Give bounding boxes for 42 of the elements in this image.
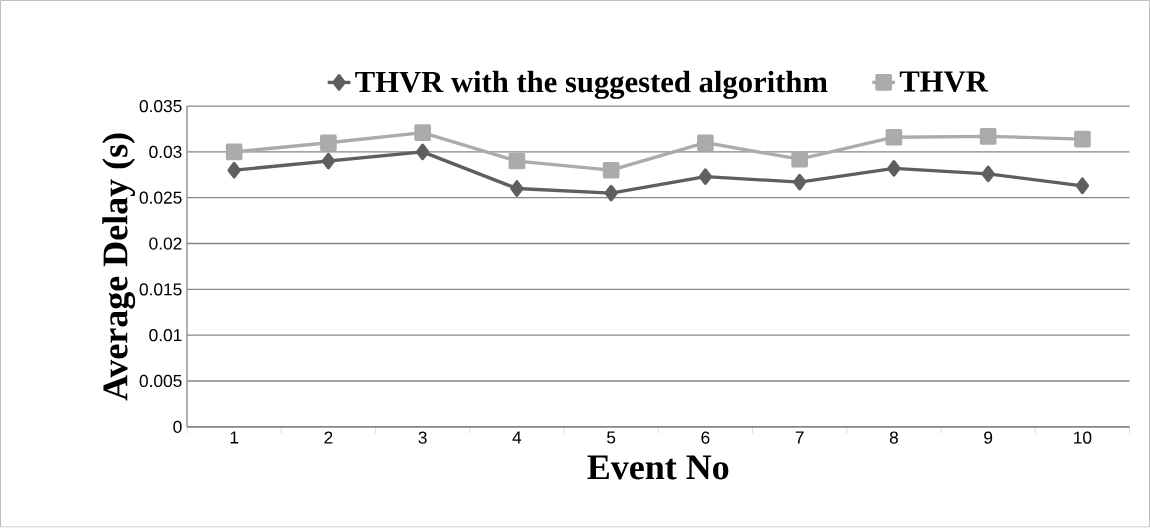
point xyxy=(320,134,337,152)
y-tick-label: 0.02 xyxy=(149,237,182,250)
y-tick-label: 0.025 xyxy=(139,191,182,205)
point xyxy=(791,151,808,168)
x-tick-label: 3 xyxy=(418,431,427,444)
y-tick-label: 0.035 xyxy=(139,100,182,113)
y-tick-label: 0.01 xyxy=(149,329,182,342)
x-tick-label: 9 xyxy=(984,431,993,444)
point xyxy=(604,185,618,202)
x-axis-title: Event No xyxy=(587,455,729,480)
point xyxy=(885,129,903,146)
y-tick-label: 0.005 xyxy=(139,375,182,388)
x-tick-label: 6 xyxy=(701,431,710,444)
x-tick-label: 10 xyxy=(1074,431,1092,444)
y-tick-label: 0 xyxy=(173,420,182,434)
point xyxy=(1074,130,1091,148)
legend-label: THVR xyxy=(899,71,989,93)
point xyxy=(414,124,431,142)
point xyxy=(227,162,241,179)
y-tick-label: 0.015 xyxy=(139,283,182,296)
x-tick-label: 8 xyxy=(889,431,898,444)
point xyxy=(979,128,997,145)
x-tick-label: 2 xyxy=(324,431,333,444)
point xyxy=(792,174,807,191)
x-tick-label: 4 xyxy=(512,431,522,444)
point xyxy=(887,160,901,177)
point xyxy=(697,134,714,152)
point xyxy=(321,152,336,170)
point xyxy=(508,152,526,170)
point xyxy=(225,143,243,161)
x-tick-label: 1 xyxy=(230,431,239,444)
point xyxy=(698,168,713,186)
y-axis-title: Average Delay (s) xyxy=(102,133,136,401)
x-tick-label: 7 xyxy=(795,431,804,444)
x-tick-label: 5 xyxy=(607,431,616,444)
legend-label: THVR with the suggested algorithm xyxy=(355,71,828,100)
y-tick-label: 0.03 xyxy=(149,145,182,159)
point xyxy=(415,143,430,161)
point xyxy=(981,165,995,183)
point xyxy=(510,180,524,198)
point xyxy=(602,162,620,179)
point xyxy=(1075,177,1090,195)
